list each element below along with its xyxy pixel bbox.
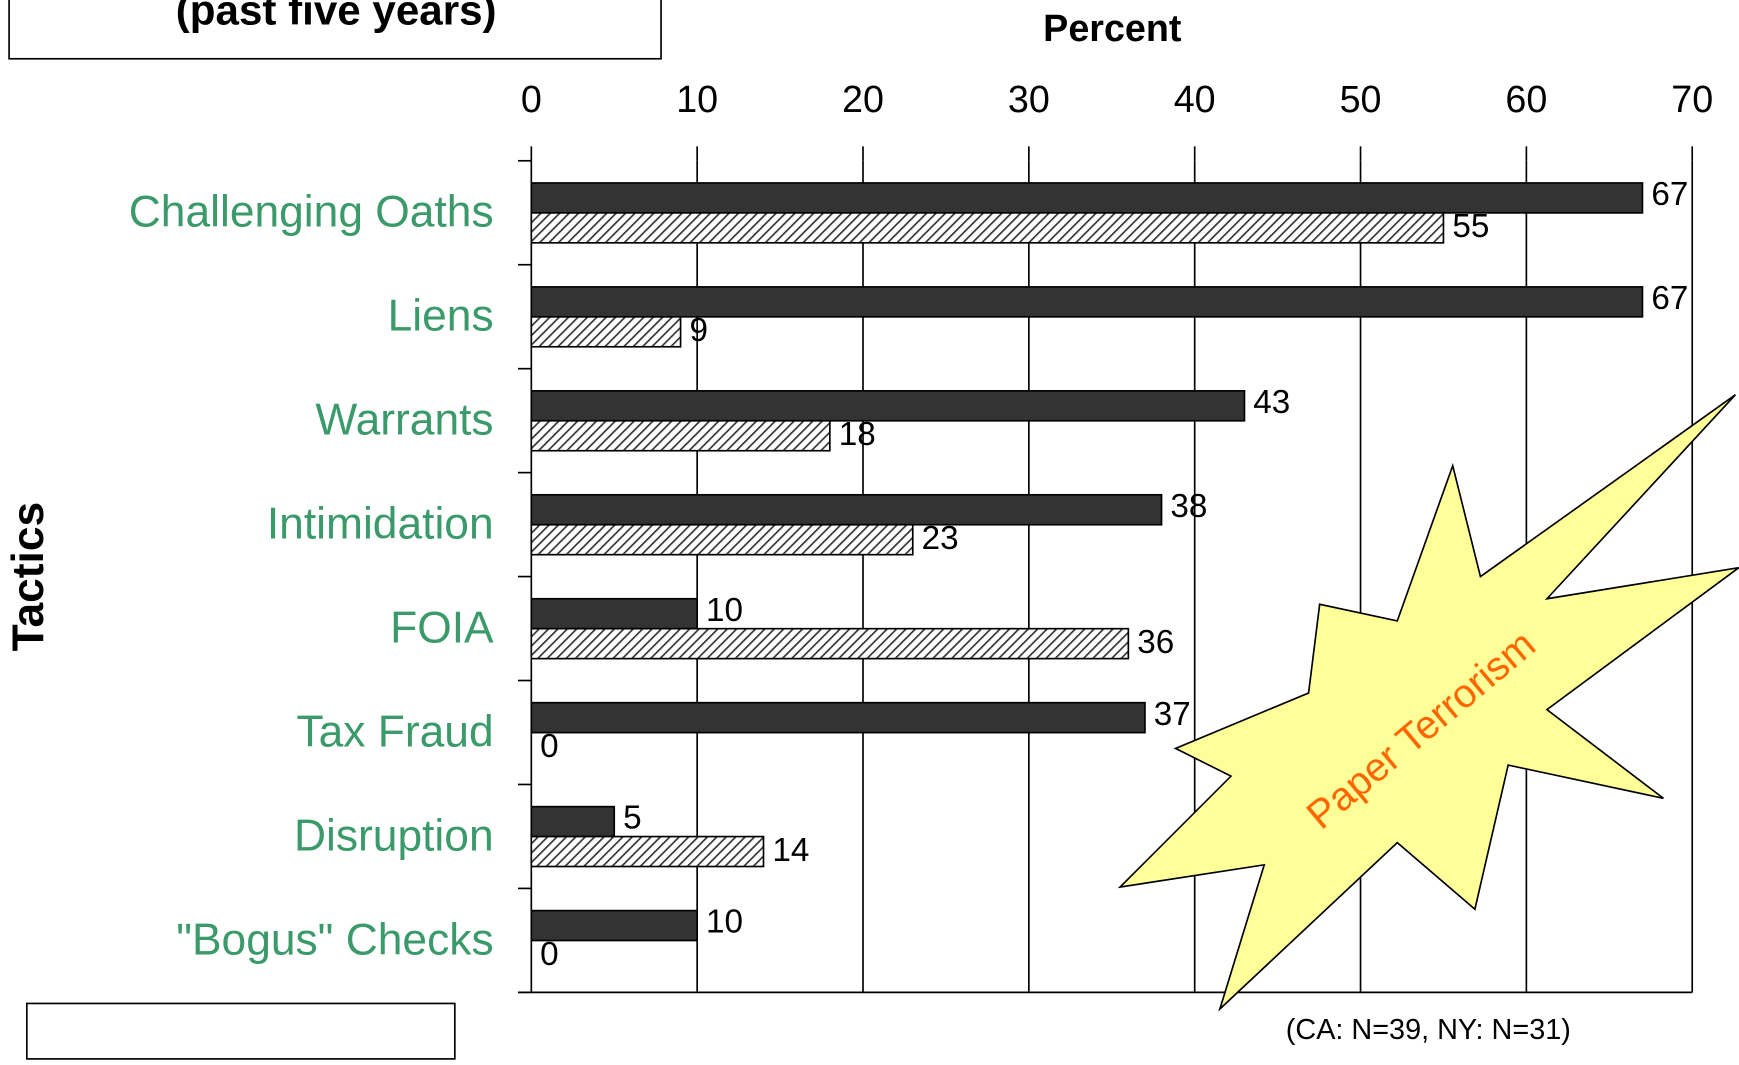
chart-title: (past five years) [176, 0, 497, 33]
value-label: 10 [706, 904, 743, 941]
y-axis-label: Tactics [4, 502, 53, 652]
page: (past five years) Percent Tactics 0 10 20 3… [0, 0, 1739, 1065]
category-label: Warrants [315, 396, 493, 445]
value-label: 37 [1154, 696, 1191, 733]
bar [531, 807, 614, 837]
bar [531, 837, 763, 867]
bar [531, 317, 680, 347]
value-label: 55 [1452, 208, 1489, 245]
category-label: "Bogus" Checks [176, 915, 493, 964]
bar [531, 421, 830, 451]
value-label: 5 [623, 800, 642, 837]
value-label: 36 [1137, 624, 1174, 661]
x-tick-label: 70 [1671, 78, 1713, 120]
x-tick-label: 50 [1340, 78, 1382, 120]
bar [531, 599, 697, 629]
bar [531, 525, 912, 555]
value-label: 18 [839, 416, 876, 453]
value-label: 43 [1253, 384, 1290, 421]
value-label: 67 [1651, 176, 1688, 213]
category-label: Intimidation [267, 500, 494, 549]
bar [531, 391, 1244, 421]
value-label: 9 [689, 312, 708, 349]
value-label: 23 [922, 520, 959, 557]
chart: (past five years) Percent Tactics 0 10 20 3… [0, 0, 1739, 1060]
value-label: 38 [1170, 488, 1207, 525]
value-label: 14 [772, 832, 809, 869]
category-label: Liens [388, 292, 494, 341]
x-axis-label: Percent [1043, 7, 1182, 49]
x-tick-label: 10 [676, 78, 718, 120]
x-tick-label: 60 [1505, 78, 1547, 120]
category-label: Disruption [294, 811, 494, 860]
x-tick-label: 40 [1174, 78, 1216, 120]
category-label: Challenging Oaths [129, 188, 494, 237]
x-tick-label: 0 [521, 78, 542, 120]
value-label: 10 [706, 592, 743, 629]
value-label: 67 [1651, 280, 1688, 317]
category-label: FOIA [390, 603, 494, 652]
bar [531, 703, 1145, 733]
category-label: Tax Fraud [296, 707, 493, 756]
x-tick-label: 30 [1008, 78, 1050, 120]
legend-box [27, 1003, 455, 1058]
value-label: 0 [540, 936, 559, 973]
bar [531, 629, 1128, 659]
value-label: 0 [540, 728, 559, 765]
x-tick-label: 20 [842, 78, 884, 120]
bar [531, 213, 1443, 243]
bar [531, 495, 1161, 525]
note: (CA: N=39, NY: N=31) [1286, 1014, 1571, 1046]
